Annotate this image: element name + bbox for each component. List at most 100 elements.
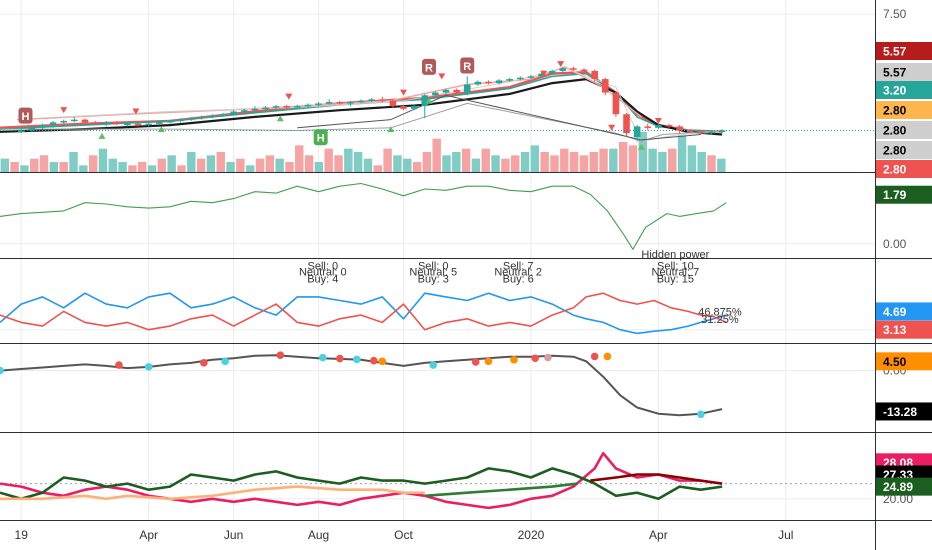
price-line [297,94,701,141]
annotation-label: Neutral: 2 [494,266,542,278]
annotation-label: 31.25% [701,314,739,326]
annotation-label: Buy: 6 [503,274,534,286]
annotation-label: Buy: 15 [657,274,694,286]
signal-badge[interactable]: H [313,129,328,146]
sentiment-line [0,292,727,331]
price-label-text: -13.28 [883,405,917,419]
volume-bar [49,162,59,172]
candle-body [17,130,25,132]
candle-body [506,79,514,81]
candle-body [580,69,588,72]
x-tick-label: 2020 [518,528,545,542]
candle-body [283,106,291,108]
volume-bar [589,152,598,172]
candle-body [262,107,269,109]
price-line [0,72,723,133]
signal-badge-bg [18,107,33,124]
volume-bar [687,145,697,172]
signal-badge-text: H [317,133,325,145]
sell-marker [557,61,565,68]
price-label-text: 5.57 [883,66,907,80]
volume-bar [442,155,451,172]
price-line [0,102,723,142]
annotation-label: Sell: 10 [657,260,694,272]
signal-badge-bg [313,129,328,146]
price-label: 3.13 [876,320,932,339]
candle-body [676,126,683,131]
signal-badge[interactable]: H [18,107,33,124]
candle-body [410,106,418,109]
momentum-pane[interactable]: 0.004.50-13.28 [0,351,932,421]
volume-bar [128,165,137,172]
sentiment-line [0,292,727,335]
volume-bar [10,162,19,172]
momentum-dot [0,366,4,375]
price-label-bg [876,121,932,139]
candle-body [686,130,694,132]
volume-bar [236,158,245,172]
candle-body [81,119,89,123]
candle-body [177,119,184,122]
price-label: 2.80 [876,160,932,178]
volume-bar [677,135,687,172]
volume-bar [638,132,648,172]
price-pane[interactable]: 7.50 H H R R 5.57 5.57 3.20 2.80 2.80 2.80 2.80 [0,7,932,178]
candle-body [548,70,556,74]
volume-bar [245,165,255,172]
sell-marker [285,93,293,100]
sell-marker [132,108,140,115]
volume-bar [609,148,618,172]
candle-body [591,70,598,80]
momentum-dot [590,352,599,361]
signal-badge[interactable]: R [422,58,437,75]
candle-body [389,100,397,107]
dmi-line [0,485,425,501]
annotation-label: Sell: 0 [418,260,449,272]
volume-bar [324,148,333,172]
price-label-text: 4.69 [883,305,907,319]
candle-body [166,121,174,123]
price-label-bg [876,352,932,371]
price-label-text: 5.57 [883,45,907,59]
volume-bar [707,155,716,172]
volume-bar [285,162,294,172]
candle-body [442,89,450,93]
momentum-dot [484,357,493,366]
annotation-label: Neutral: 0 [299,266,347,278]
sell-marker [540,70,548,77]
oscillator-pane[interactable]: 0.00 1.79 [0,182,932,251]
momentum-dot [115,361,123,369]
annotation-label: Buy: 3 [418,274,449,286]
price-label-text: 2.80 [883,163,907,177]
price-label-bg [876,42,932,60]
volume-bar [59,162,68,172]
annotation-label: Sell: 7 [503,260,534,272]
candle-body [71,119,78,122]
price-label: 2.80 [876,101,932,119]
momentum-dot [319,353,327,362]
candle-body [655,125,662,128]
x-tick-label: Apr [139,528,158,542]
price-label: 4.50 [876,352,932,371]
volume-bar [491,155,500,172]
candle-body [378,99,386,101]
signal-badge[interactable]: R [460,57,475,74]
price-label-text: 3.13 [883,323,907,337]
candle-body [240,110,248,112]
candle-body [517,77,524,80]
volume-bar [98,148,108,172]
dmi-line [0,451,723,510]
candle-body [665,125,673,127]
y-tick-label: 0.00 [883,237,907,251]
candle-body [697,131,705,134]
sell-marker [654,118,662,124]
annotation-label: Neutral: 5 [409,266,457,278]
candle-body [357,100,365,103]
momentum-dot [603,352,612,361]
volume-bar [206,155,216,172]
price-label-bg [876,160,932,178]
momentum-dot [697,410,705,419]
